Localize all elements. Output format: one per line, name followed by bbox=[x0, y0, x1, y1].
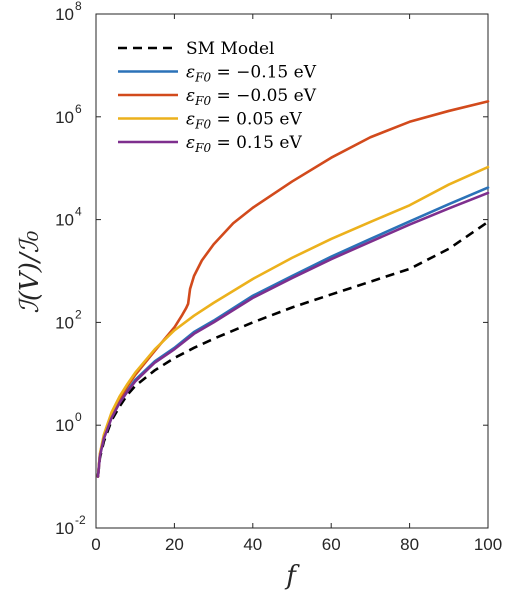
y-tick-label-exponent: -2 bbox=[75, 513, 86, 527]
x-tick-label: 100 bbox=[474, 535, 502, 554]
y-tick-label: 10 bbox=[55, 313, 74, 332]
x-tick-label: 40 bbox=[243, 535, 262, 554]
y-tick-label: 10 bbox=[55, 211, 74, 230]
y-tick-label-exponent: 6 bbox=[75, 102, 82, 116]
series-line-3 bbox=[96, 165, 490, 478]
y-tick-label: 10 bbox=[55, 416, 74, 435]
series-line-4 bbox=[96, 191, 490, 478]
plot-area bbox=[95, 13, 489, 529]
x-tick-label: 0 bbox=[91, 535, 100, 554]
y-tick-label-exponent: 8 bbox=[75, 0, 82, 13]
series-line-0 bbox=[96, 220, 489, 477]
x-tick-label: 20 bbox=[165, 535, 184, 554]
y-tick-label-exponent: 2 bbox=[75, 307, 82, 321]
y-tick-label: 10 bbox=[55, 5, 74, 24]
legend-label-1: εF0 = −0.15 eV bbox=[186, 63, 317, 85]
legend-label-0: SM Model bbox=[186, 39, 274, 59]
y-axis-title: ℐ(V)/ℐ₀ bbox=[15, 230, 45, 313]
y-tick-label-exponent: 4 bbox=[75, 205, 82, 219]
series-layer bbox=[96, 100, 490, 478]
legend-label-3: εF0 = 0.05 eV bbox=[186, 110, 302, 132]
y-tick-label: 10 bbox=[55, 108, 74, 127]
legend-label-2: εF0 = −0.05 eV bbox=[186, 86, 317, 108]
x-tick-label: 80 bbox=[400, 535, 419, 554]
x-tick-label: 60 bbox=[322, 535, 341, 554]
y-tick-label: 10 bbox=[55, 519, 74, 538]
y-tick-label-exponent: 0 bbox=[75, 410, 82, 424]
legend-label-4: εF0 = 0.15 eV bbox=[186, 133, 302, 155]
x-axis-title: f bbox=[284, 561, 300, 591]
